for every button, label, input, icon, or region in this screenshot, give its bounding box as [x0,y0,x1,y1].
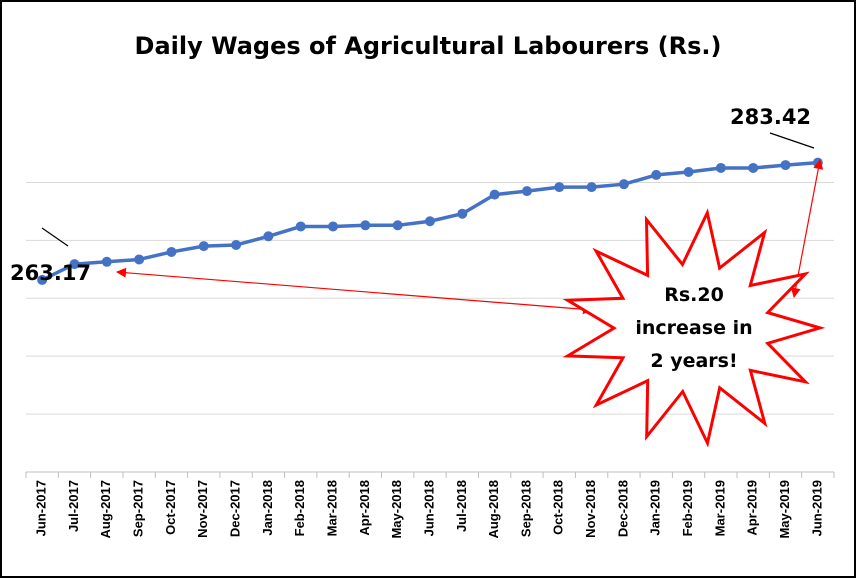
span-arrow [116,267,593,315]
x-tick-label: Mar-2019 [712,480,727,536]
data-point [489,189,500,200]
data-point [166,246,177,257]
data-point [780,160,791,171]
data-point [812,157,823,168]
x-tick-label: Jul-2017 [66,480,81,532]
x-tick-label: Sep-2018 [518,480,533,537]
data-point [198,241,209,252]
data-point [231,239,242,250]
x-tick-label: May-2019 [777,480,792,539]
x-tick-label: Feb-2019 [680,480,695,536]
burst-line-2: increase in [635,317,752,339]
data-point [134,254,145,265]
x-tick-label: May-2018 [389,480,404,539]
x-tick-label: Jan-2018 [260,480,275,536]
x-tick-label: Nov-2017 [195,480,210,538]
x-tick-label: Sep-2017 [131,480,146,537]
data-point [263,231,274,242]
x-tick-label: Jul-2018 [454,480,469,532]
burst-line-3: 2 years! [650,350,737,372]
x-tick-label: Dec-2017 [228,480,243,537]
data-point [328,221,339,232]
x-tick-label: Nov-2018 [583,480,598,538]
end-leader-line [769,132,815,149]
x-tick-label: Apr-2018 [357,480,372,536]
x-tick-label: Oct-2018 [551,480,566,535]
data-point [295,221,306,232]
x-tick-label: Jan-2019 [648,480,663,536]
data-point [360,220,371,231]
data-point [69,259,80,270]
data-point [586,182,597,193]
data-point [457,208,468,219]
x-tick-label: Mar-2018 [324,480,339,536]
data-point [715,162,726,173]
x-tick-label: Oct-2017 [163,480,178,535]
data-point [425,216,435,227]
x-tick-label: Jun-2017 [34,480,49,536]
end-value-label: 283.42 [730,105,811,129]
x-axis: Jun-2017 Jul-2017 Aug-2017 Sep-2017 Oct-2017… [25,471,835,539]
data-point [618,179,629,190]
data-point [683,167,694,178]
burst-line-1: Rs.20 [664,284,724,306]
x-tick-label: Aug-2017 [98,480,113,539]
annotations: 263.17 283.42 Rs.20 increase in 2 years! [10,105,826,448]
data-point [521,186,532,197]
start-leader-line [41,227,69,247]
x-tick-label: Jun-2018 [421,480,436,536]
chart-title: Daily Wages of Agricultural Labourers (R… [135,32,722,60]
x-tick-label: Feb-2018 [292,480,307,536]
start-value-label: 263.17 [10,261,91,285]
x-tick-label: Jun-2019 [809,480,824,536]
x-tick-label: Apr-2019 [745,480,760,536]
data-point [748,162,759,173]
x-tick-label: Dec-2018 [615,480,630,537]
data-point [37,274,48,285]
data-point [101,256,112,267]
data-point [554,182,565,193]
data-point [392,220,403,231]
data-point [651,169,662,180]
x-tick-label: Aug-2018 [486,480,501,539]
starburst-callout [562,208,826,448]
